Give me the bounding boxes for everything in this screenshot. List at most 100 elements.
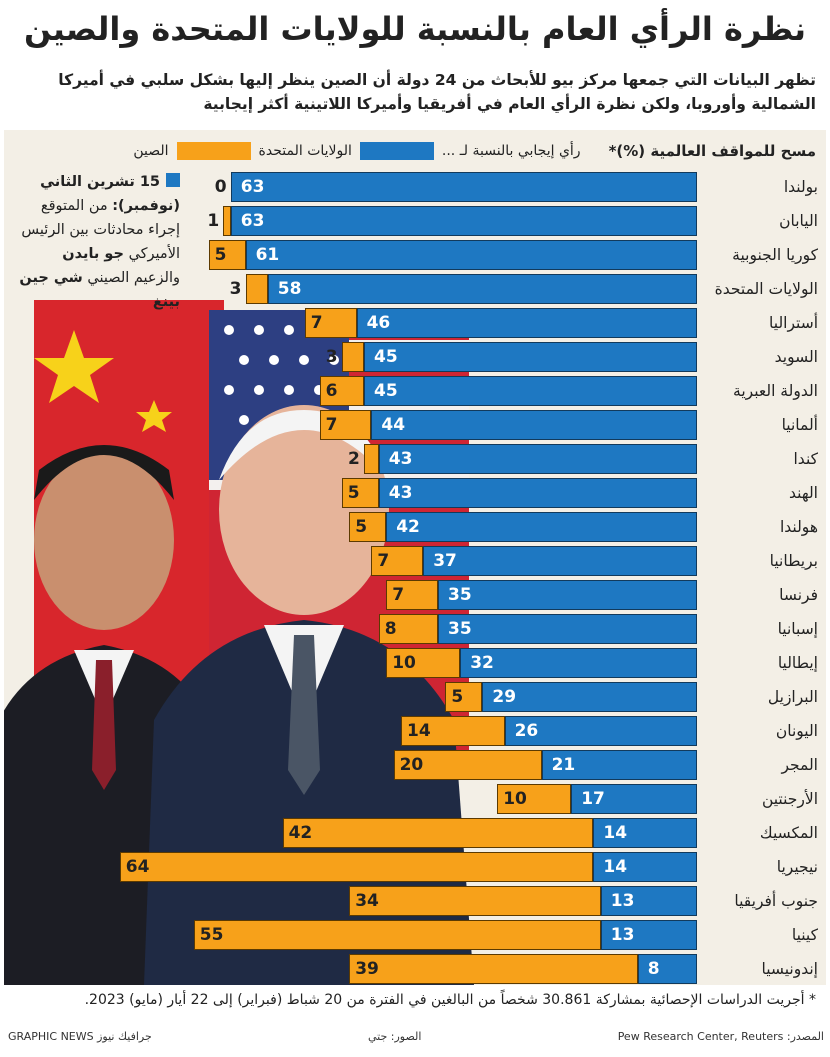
country-label: الدولة العبرية bbox=[733, 382, 818, 400]
note-square-icon bbox=[166, 173, 180, 187]
bar-china bbox=[386, 580, 438, 610]
bar-china bbox=[304, 308, 357, 338]
value-label-us: 45 bbox=[374, 381, 398, 401]
bar-us bbox=[386, 512, 697, 542]
bar-row: 43 2 كندا bbox=[4, 444, 826, 474]
bar-row: 63 1 اليابان bbox=[4, 206, 826, 236]
bar-us bbox=[600, 886, 697, 916]
bar-row: 14 42 المكسيك bbox=[4, 818, 826, 848]
bar-row: 13 55 كينيا bbox=[4, 920, 826, 950]
country-label: اليابان bbox=[779, 212, 818, 230]
value-label-china: 2 bbox=[348, 449, 360, 469]
country-label: إندونيسيا bbox=[761, 960, 818, 978]
country-label: كينيا bbox=[791, 926, 818, 944]
value-label-china: 1 bbox=[207, 211, 220, 231]
bar-china bbox=[349, 512, 387, 542]
country-label: السويد bbox=[774, 348, 818, 366]
bar-us bbox=[423, 546, 697, 576]
bar-us bbox=[541, 750, 697, 780]
value-label-us: 26 bbox=[514, 721, 539, 741]
bar-china bbox=[341, 478, 379, 508]
bar-china bbox=[445, 682, 483, 712]
summit-note: 15 تشرين الثاني (نوفمبر): من المتوقع إجر… bbox=[12, 170, 180, 314]
bar-row: 26 14 اليونان bbox=[4, 716, 826, 746]
bar-china bbox=[497, 784, 572, 814]
bar-us bbox=[364, 376, 697, 406]
bar-row: 58 3 الولايات المتحدة bbox=[4, 274, 826, 304]
value-label-china: 10 bbox=[392, 653, 416, 673]
bar-row: 61 5 كوريا الجنوبية bbox=[4, 240, 826, 270]
bar-china bbox=[349, 954, 638, 984]
bar-row: 35 7 فرنسا bbox=[4, 580, 826, 610]
value-label-us: 32 bbox=[470, 653, 494, 673]
bar-row: 32 10 إيطاليا bbox=[4, 648, 826, 678]
value-label-us: 63 bbox=[240, 211, 265, 231]
chart-area: مسح للمواقف العالمية (%)* رأي إيجابي بال… bbox=[4, 130, 826, 985]
value-label-china: 6 bbox=[325, 381, 338, 401]
value-label-us: 13 bbox=[610, 925, 635, 945]
legend-china-swatch bbox=[176, 142, 251, 160]
brand-credit: GRAPHIC NEWS جرافيك نيوز bbox=[8, 1030, 152, 1043]
favorable-label: رأي إيجابي بالنسبة لـ ... bbox=[441, 143, 581, 159]
bar-china bbox=[393, 750, 542, 780]
bar-china bbox=[386, 648, 461, 678]
note-date: 15 تشرين الثاني bbox=[40, 174, 160, 190]
value-label-china: 64 bbox=[125, 857, 150, 877]
note-text-1: من المتوقع إجراء محادثات بين الرئيس الأم… bbox=[21, 198, 180, 262]
bar-row: 46 7 أستراليا bbox=[4, 308, 826, 338]
bar-us bbox=[230, 206, 697, 236]
country-label: الأرجنتين bbox=[761, 790, 818, 808]
value-label-us: 43 bbox=[388, 449, 413, 469]
value-label-china: 3 bbox=[229, 279, 242, 299]
value-label-china: 7 bbox=[325, 415, 338, 435]
bar-row: 45 6 الدولة العبرية bbox=[4, 376, 826, 406]
bar-china bbox=[364, 444, 379, 474]
legend-us-swatch bbox=[359, 142, 434, 160]
bar-china bbox=[282, 818, 594, 848]
country-label: إسبانيا bbox=[777, 620, 818, 638]
flag-star-icon bbox=[34, 330, 114, 403]
bar-us bbox=[245, 240, 697, 270]
bar-us bbox=[230, 172, 697, 202]
country-label: اليونان bbox=[775, 722, 818, 740]
value-label-us: 43 bbox=[388, 483, 413, 503]
bar-row: 21 20 المجر bbox=[4, 750, 826, 780]
value-label-china: 7 bbox=[310, 313, 323, 333]
person-left-head bbox=[34, 450, 174, 630]
country-label: بولندا bbox=[783, 178, 818, 196]
value-label-china: 3 bbox=[325, 347, 338, 367]
value-label-us: 37 bbox=[433, 551, 457, 571]
value-label-us: 46 bbox=[366, 313, 391, 333]
country-label: كندا bbox=[793, 450, 819, 468]
bar-us bbox=[267, 274, 697, 304]
value-label-us: 17 bbox=[581, 789, 605, 809]
value-label-us: 35 bbox=[448, 585, 472, 605]
bar-us bbox=[593, 818, 697, 848]
country-label: أستراليا bbox=[769, 314, 818, 332]
value-label-china: 0 bbox=[214, 177, 227, 197]
bar-row: 63 0 بولندا bbox=[4, 172, 826, 202]
value-label-china: 10 bbox=[503, 789, 527, 809]
legend-us-label: الولايات المتحدة bbox=[258, 143, 352, 159]
bar-china bbox=[378, 614, 438, 644]
value-label-us: 42 bbox=[396, 517, 420, 537]
value-label-china: 7 bbox=[377, 551, 390, 571]
bar-china bbox=[401, 716, 505, 746]
value-label-china: 5 bbox=[355, 517, 368, 537]
bar-china bbox=[223, 206, 231, 236]
country-label: المجر bbox=[781, 756, 818, 774]
bar-us bbox=[438, 580, 697, 610]
bar-china bbox=[319, 410, 372, 440]
country-label: بريطانيا bbox=[769, 552, 818, 570]
country-label: البرازيل bbox=[767, 688, 818, 706]
value-label-us: 58 bbox=[277, 279, 302, 299]
chart-legend: مسح للمواقف العالمية (%)* رأي إيجابي بال… bbox=[129, 140, 816, 162]
bar-row: 14 64 نيجيريا bbox=[4, 852, 826, 882]
bar-row: 37 7 بريطانيا bbox=[4, 546, 826, 576]
bar-us bbox=[637, 954, 697, 984]
country-label: الولايات المتحدة bbox=[714, 280, 818, 298]
value-label-us: 14 bbox=[603, 857, 628, 877]
bar-china bbox=[119, 852, 594, 882]
person-right-head bbox=[219, 405, 389, 615]
bar-row: 45 3 السويد bbox=[4, 342, 826, 372]
